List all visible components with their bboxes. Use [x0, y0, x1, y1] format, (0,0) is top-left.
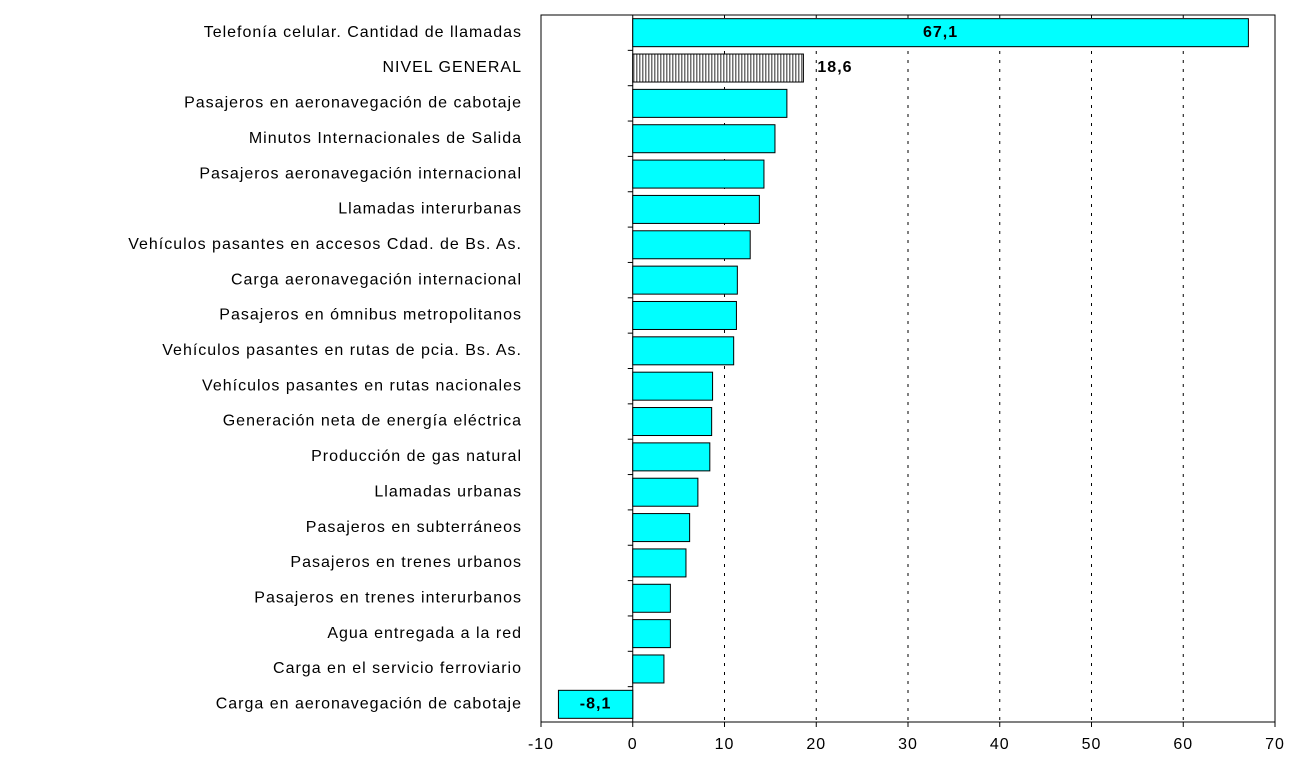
bar: [632, 654, 665, 684]
bar: [632, 53, 804, 83]
category-label: Producción de gas natural: [311, 448, 522, 465]
bar: [632, 18, 1249, 48]
bar: [632, 371, 714, 401]
category-label: Pasajeros aeronavegación internacional: [199, 165, 522, 182]
category-label: Pasajeros en subterráneos: [306, 519, 522, 536]
bar: [632, 619, 671, 649]
plot-border: [540, 14, 1276, 723]
bar: [632, 159, 765, 189]
bar: [632, 88, 788, 118]
bar: [632, 300, 737, 330]
x-tick-label: 10: [715, 736, 735, 753]
bar: [557, 689, 634, 719]
category-label: Agua entregada a la red: [327, 625, 522, 642]
value-label: 67,1: [923, 24, 958, 41]
x-tick-label: 70: [1265, 736, 1285, 753]
x-tick-label: 40: [990, 736, 1010, 753]
bar: [632, 513, 691, 543]
category-label: Telefonía celular. Cantidad de llamadas: [204, 24, 522, 41]
value-label: -8,1: [580, 696, 612, 713]
bar: [632, 583, 671, 613]
bar: [632, 548, 687, 578]
category-label: Carga en el servicio ferroviario: [273, 660, 522, 677]
category-label: Vehículos pasantes en rutas nacionales: [202, 377, 522, 394]
category-label: Llamadas urbanas: [374, 483, 522, 500]
bar: [632, 230, 751, 260]
bar: [632, 124, 776, 154]
x-tick-label: 50: [1082, 736, 1102, 753]
category-label: Generación neta de energía eléctrica: [223, 413, 522, 430]
bar: [632, 194, 760, 224]
category-label: Carga en aeronavegación de cabotaje: [216, 696, 522, 713]
value-label: 18,6: [817, 59, 852, 76]
category-label: Pasajeros en ómnibus metropolitanos: [219, 307, 522, 324]
category-label: Llamadas interurbanas: [338, 201, 522, 218]
bar: [632, 407, 713, 437]
category-label: Carga aeronavegación internacional: [231, 271, 522, 288]
bar: [632, 336, 735, 366]
category-label: Vehículos pasantes en accesos Cdad. de B…: [128, 236, 522, 253]
x-tick-label: 0: [628, 736, 638, 753]
x-tick-label: -10: [528, 736, 554, 753]
bar: [632, 442, 711, 472]
category-label: Pasajeros en trenes interurbanos: [254, 589, 522, 606]
category-label: Vehículos pasantes en rutas de pcia. Bs.…: [162, 342, 522, 359]
bar: [632, 265, 738, 295]
bar: [632, 477, 699, 507]
category-label: NIVEL GENERAL: [382, 59, 522, 76]
category-label: Pasajeros en trenes urbanos: [290, 554, 522, 571]
category-label: Minutos Internacionales de Salida: [249, 130, 522, 147]
x-tick-label: 20: [806, 736, 826, 753]
category-label: Pasajeros en aeronavegación de cabotaje: [184, 95, 522, 112]
x-tick-label: 30: [898, 736, 918, 753]
x-tick-label: 60: [1173, 736, 1193, 753]
